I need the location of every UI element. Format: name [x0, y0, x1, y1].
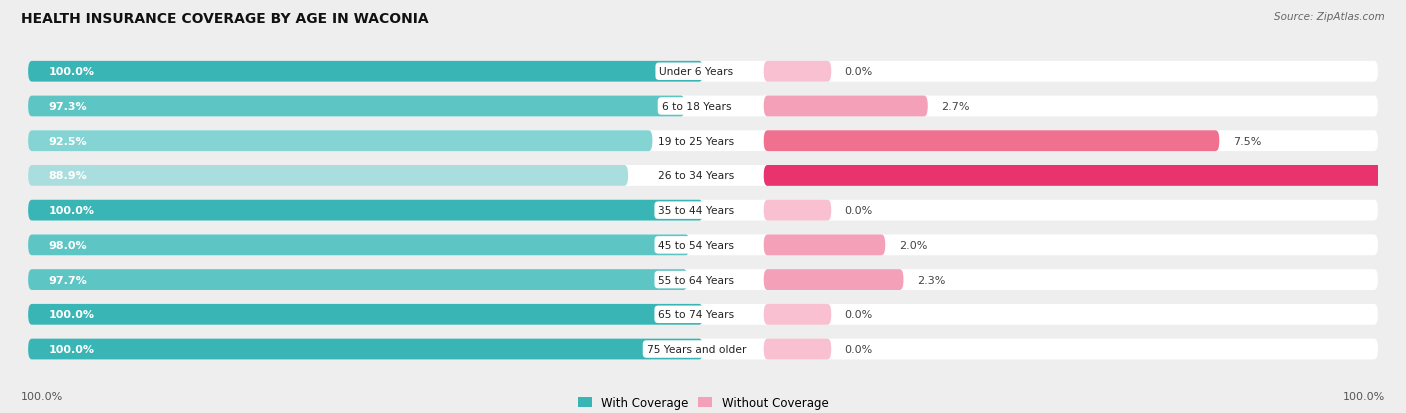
Text: 100.0%: 100.0% — [48, 310, 94, 320]
Legend: With Coverage, Without Coverage: With Coverage, Without Coverage — [572, 392, 834, 413]
Text: 97.7%: 97.7% — [48, 275, 87, 285]
Text: 100.0%: 100.0% — [21, 391, 63, 401]
FancyBboxPatch shape — [28, 62, 1378, 83]
Text: 100.0%: 100.0% — [48, 67, 94, 77]
FancyBboxPatch shape — [28, 304, 703, 325]
Text: 100.0%: 100.0% — [48, 344, 94, 354]
FancyBboxPatch shape — [28, 96, 685, 117]
FancyBboxPatch shape — [763, 304, 831, 325]
FancyBboxPatch shape — [763, 166, 1406, 186]
Text: 98.0%: 98.0% — [48, 240, 87, 250]
FancyBboxPatch shape — [28, 96, 1378, 117]
FancyBboxPatch shape — [28, 235, 689, 256]
FancyBboxPatch shape — [28, 304, 1378, 325]
Text: 0.0%: 0.0% — [845, 67, 873, 77]
Text: 35 to 44 Years: 35 to 44 Years — [658, 206, 734, 216]
Text: HEALTH INSURANCE COVERAGE BY AGE IN WACONIA: HEALTH INSURANCE COVERAGE BY AGE IN WACO… — [21, 12, 429, 26]
FancyBboxPatch shape — [28, 166, 628, 186]
Text: Source: ZipAtlas.com: Source: ZipAtlas.com — [1274, 12, 1385, 22]
Text: Under 6 Years: Under 6 Years — [659, 67, 734, 77]
Text: 7.5%: 7.5% — [1233, 136, 1261, 146]
Text: 26 to 34 Years: 26 to 34 Years — [658, 171, 734, 181]
FancyBboxPatch shape — [763, 96, 928, 117]
FancyBboxPatch shape — [28, 200, 1378, 221]
Text: 2.3%: 2.3% — [917, 275, 945, 285]
Text: 2.7%: 2.7% — [941, 102, 970, 112]
FancyBboxPatch shape — [28, 339, 1378, 360]
FancyBboxPatch shape — [28, 235, 1378, 256]
FancyBboxPatch shape — [763, 62, 831, 83]
FancyBboxPatch shape — [28, 270, 688, 290]
FancyBboxPatch shape — [763, 339, 831, 360]
Text: 92.5%: 92.5% — [48, 136, 87, 146]
FancyBboxPatch shape — [28, 339, 703, 360]
FancyBboxPatch shape — [28, 270, 1378, 290]
Text: 75 Years and older: 75 Years and older — [647, 344, 747, 354]
Text: 0.0%: 0.0% — [845, 310, 873, 320]
Text: 88.9%: 88.9% — [48, 171, 87, 181]
FancyBboxPatch shape — [763, 270, 904, 290]
FancyBboxPatch shape — [28, 62, 703, 83]
Text: 97.3%: 97.3% — [48, 102, 87, 112]
FancyBboxPatch shape — [28, 131, 652, 152]
Text: 19 to 25 Years: 19 to 25 Years — [658, 136, 734, 146]
FancyBboxPatch shape — [28, 166, 1378, 186]
FancyBboxPatch shape — [763, 131, 1219, 152]
FancyBboxPatch shape — [763, 200, 831, 221]
Text: 2.0%: 2.0% — [898, 240, 927, 250]
Text: 0.0%: 0.0% — [845, 206, 873, 216]
FancyBboxPatch shape — [28, 200, 703, 221]
FancyBboxPatch shape — [763, 235, 886, 256]
FancyBboxPatch shape — [28, 131, 1378, 152]
Text: 100.0%: 100.0% — [48, 206, 94, 216]
Text: 55 to 64 Years: 55 to 64 Years — [658, 275, 734, 285]
Text: 6 to 18 Years: 6 to 18 Years — [661, 102, 731, 112]
Text: 100.0%: 100.0% — [1343, 391, 1385, 401]
Text: 65 to 74 Years: 65 to 74 Years — [658, 310, 734, 320]
Text: 0.0%: 0.0% — [845, 344, 873, 354]
Text: 45 to 54 Years: 45 to 54 Years — [658, 240, 734, 250]
